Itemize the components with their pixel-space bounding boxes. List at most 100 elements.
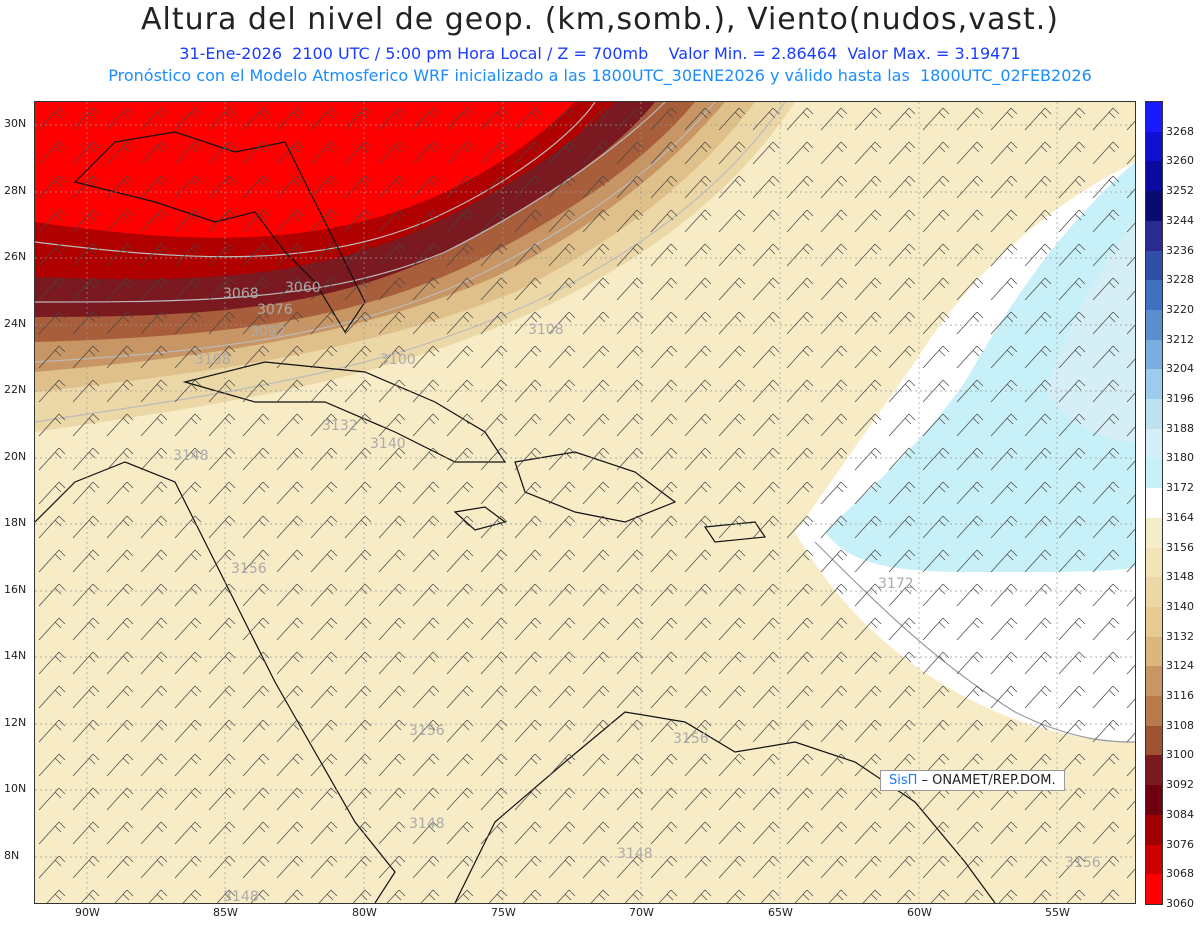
lat-label: 10N: [4, 782, 27, 795]
lon-label: 60W: [907, 906, 932, 919]
geopotential-map: 3068 3060 3076 3092 3108 3100 3108 3132 …: [34, 101, 1136, 904]
colorbar-label: 3076: [1166, 837, 1194, 851]
lat-label: 20N: [4, 450, 27, 463]
contour-label: 3068: [223, 286, 259, 302]
colorbar-segment: [1146, 220, 1162, 252]
colorbar-label: 3252: [1166, 184, 1194, 198]
colorbar-label: 3268: [1166, 124, 1194, 138]
colorbar-segment: [1146, 488, 1162, 519]
colorbar-label: 3260: [1166, 154, 1194, 168]
colorbar-label: 3092: [1166, 778, 1194, 792]
colorbar-segment: [1146, 191, 1162, 222]
lon-label: 85W: [213, 906, 238, 919]
lat-label: 28N: [4, 184, 27, 197]
lat-label: 8N: [4, 849, 20, 862]
credit-brand: SisΠ: [889, 773, 918, 788]
contour-label: 3148: [409, 816, 445, 832]
colorbar-label: 3140: [1166, 599, 1194, 613]
colorbar-segment: [1146, 874, 1162, 905]
lon-label: 90W: [75, 906, 100, 919]
wind-barbs: [35, 102, 1135, 903]
lat-label: 12N: [4, 716, 27, 729]
lat-label: 22N: [4, 383, 27, 396]
colorbar-label: 3204: [1166, 362, 1194, 376]
lon-label: 65W: [768, 906, 793, 919]
colorbar-segment: [1146, 636, 1162, 667]
colorbar-segment: [1146, 102, 1162, 133]
contour-label: 3108: [195, 352, 231, 368]
colorbar-label: 3196: [1166, 392, 1194, 406]
lat-label: 18N: [4, 516, 27, 529]
colorbar-segment: [1146, 814, 1162, 846]
contour-label: 3148: [223, 889, 259, 903]
contour-label: 3156: [231, 561, 267, 577]
colorbar-segment: [1146, 428, 1162, 459]
model-info-line: Pronóstico con el Modelo Atmosferico WRF…: [108, 66, 1092, 85]
contour-label: 3060: [285, 280, 321, 296]
map-title: Altura del nivel de geop. (km,somb.), Vi…: [141, 2, 1059, 37]
contour-label: 3148: [617, 846, 653, 862]
colorbar-segment: [1146, 844, 1162, 875]
colorbar-segment: [1146, 250, 1162, 281]
lat-label: 24N: [4, 317, 27, 330]
colorbar-label: 3124: [1166, 659, 1194, 673]
lat-label: 26N: [4, 250, 27, 263]
colorbar-label: 3244: [1166, 213, 1194, 227]
colorbar-label: 3188: [1166, 421, 1194, 435]
contour-label: 3140: [370, 436, 406, 452]
contour-label: 3108: [528, 322, 564, 338]
colorbar-label: 3164: [1166, 510, 1194, 524]
contour-label: 3156: [409, 723, 445, 739]
colorbar-segment: [1146, 458, 1162, 489]
colorbar-label: 3220: [1166, 302, 1194, 316]
colorbar-label: 3068: [1166, 867, 1194, 881]
contour-label: 3076: [257, 302, 293, 318]
colorbar-label: 3180: [1166, 451, 1194, 465]
colorbar-label: 3156: [1166, 540, 1194, 554]
colorbar-label: 3100: [1166, 748, 1194, 762]
contour-label: 3092: [250, 324, 286, 340]
contour-label: 3156: [1065, 855, 1101, 871]
lat-label: 16N: [4, 583, 27, 596]
lon-label: 80W: [352, 906, 377, 919]
lat-label: 14N: [4, 649, 27, 662]
colorbar-segment: [1146, 280, 1162, 311]
colorbar-segment: [1146, 785, 1162, 816]
contour-label: 3132: [322, 418, 358, 434]
colorbar-segment: [1146, 339, 1162, 370]
lon-label: 70W: [629, 906, 654, 919]
colorbar-segment: [1146, 369, 1162, 400]
contour-label: 3148: [173, 448, 209, 464]
colorbar-label: 3172: [1166, 481, 1194, 495]
colorbar-segment: [1146, 725, 1162, 756]
colorbar-segment: [1146, 696, 1162, 727]
colorbar-label: 3108: [1166, 718, 1194, 732]
colorbar-segment: [1146, 517, 1162, 549]
colorbar-label: 3148: [1166, 570, 1194, 584]
contour-label: 3100: [380, 352, 416, 368]
colorbar-label: 3116: [1166, 689, 1194, 703]
map-graphics: 3068 3060 3076 3092 3108 3100 3108 3132 …: [35, 102, 1135, 903]
colorbar-segment: [1146, 577, 1162, 608]
forecast-time-line: 31-Ene-2026 2100 UTC / 5:00 pm Hora Loca…: [179, 44, 1021, 63]
credit-text: – ONAMET/REP.DOM.: [917, 773, 1056, 788]
lon-label: 75W: [491, 906, 516, 919]
colorbar-label: 3228: [1166, 273, 1194, 287]
credit-box: SisΠ – ONAMET/REP.DOM.: [880, 770, 1065, 791]
contour-labels: 3068 3060 3076 3092 3108 3100 3108 3132 …: [173, 280, 1101, 903]
colorbar: [1145, 101, 1163, 905]
lon-label: 55W: [1045, 906, 1070, 919]
colorbar-label: 3060: [1166, 897, 1194, 910]
colorbar-segment: [1146, 309, 1162, 341]
colorbar-segment: [1146, 666, 1162, 697]
lat-label: 30N: [4, 117, 27, 130]
colorbar-segment: [1146, 606, 1162, 638]
contour-label: 3172: [878, 576, 914, 592]
colorbar-segment: [1146, 131, 1162, 162]
colorbar-label: 3236: [1166, 243, 1194, 257]
colorbar-segment: [1146, 399, 1162, 430]
contour-label: 3156: [673, 731, 709, 747]
colorbar-segment: [1146, 547, 1162, 578]
colorbar-segment: [1146, 755, 1162, 786]
colorbar-label: 3132: [1166, 629, 1194, 643]
